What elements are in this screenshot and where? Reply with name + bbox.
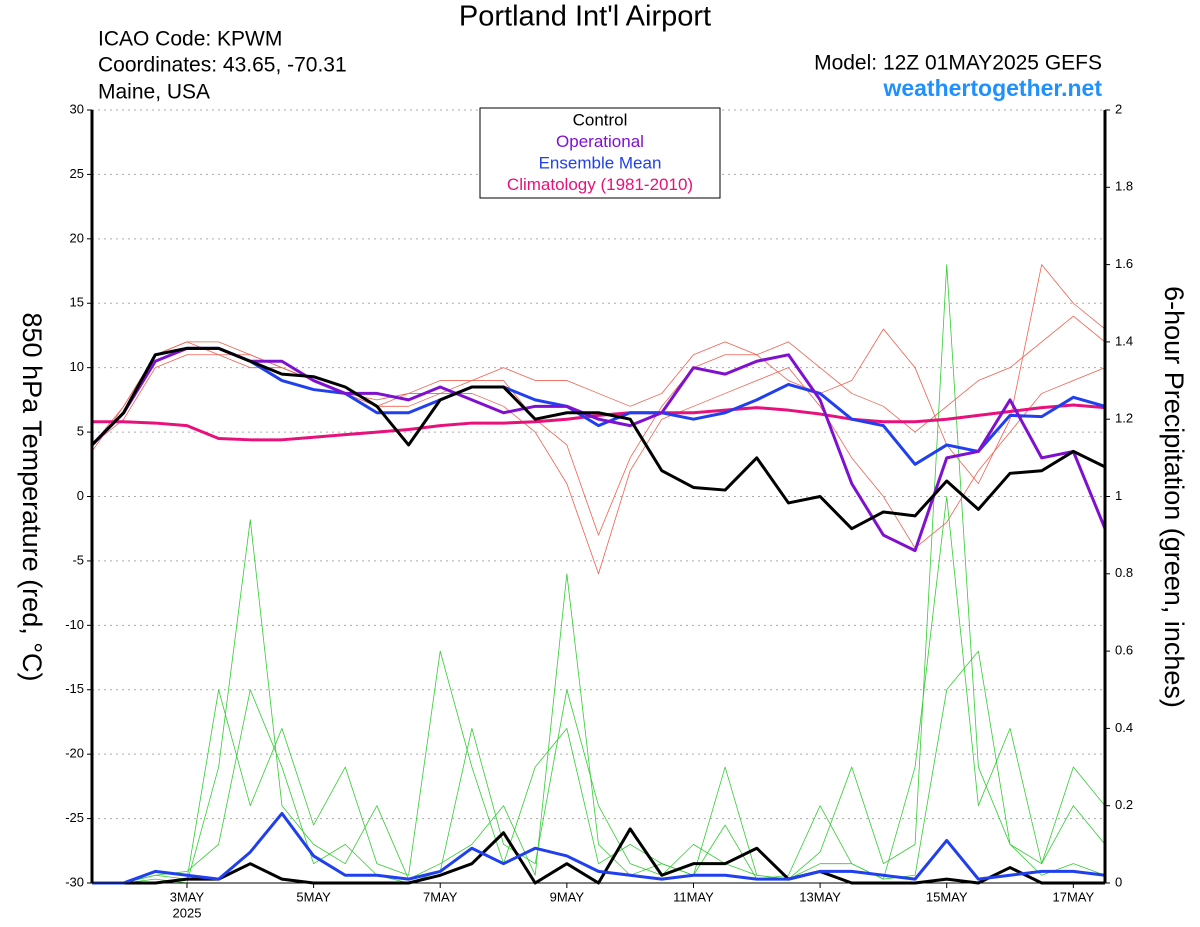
info-line: Coordinates: 43.65, -70.31 bbox=[98, 54, 347, 77]
y-tick-label: -5 bbox=[72, 552, 84, 567]
series-line bbox=[91, 264, 1106, 485]
y-tick-label: 5 bbox=[77, 424, 84, 439]
series-line bbox=[90, 346, 1106, 466]
y-tick-label: -15 bbox=[65, 681, 84, 696]
legend-entry: Climatology (1981-2010) bbox=[507, 175, 693, 194]
y-tick-label: 25 bbox=[70, 166, 84, 181]
y2-axis-label: 6-hour Precipitation (green, inches) bbox=[1159, 286, 1189, 708]
y2-tick-label: 0 bbox=[1115, 874, 1122, 889]
y2-tick-label: 1.4 bbox=[1115, 333, 1133, 348]
y-tick-label: 15 bbox=[70, 295, 84, 310]
x-tick-label: 11MAY bbox=[673, 889, 714, 904]
series-line bbox=[90, 346, 1106, 531]
y-tick-label: -20 bbox=[65, 746, 84, 761]
x-tick-label: 17MAY bbox=[1053, 889, 1095, 904]
y2-tick-label: 1.8 bbox=[1115, 179, 1133, 194]
y2-tick-label: 1.6 bbox=[1115, 256, 1133, 271]
x-tick-label: 13MAY bbox=[799, 889, 841, 904]
series-line bbox=[92, 403, 1106, 442]
legend-entry: Control bbox=[573, 110, 628, 129]
y2-tick-label: 2 bbox=[1115, 101, 1122, 116]
chart-title: Portland Int'l Airport bbox=[459, 1, 711, 33]
series-line bbox=[92, 811, 1106, 885]
series-line bbox=[92, 496, 1106, 884]
y-axis-label: 850 hPa Temperature (red, °C) bbox=[17, 313, 47, 682]
y-tick-label: 10 bbox=[70, 359, 84, 374]
y-tick-label: 20 bbox=[70, 230, 84, 245]
y2-tick-label: 0.2 bbox=[1115, 797, 1133, 812]
x-tick-label: 5MAY bbox=[296, 889, 331, 904]
year-label: 2025 bbox=[173, 905, 202, 920]
series-line bbox=[92, 264, 1106, 884]
series-line bbox=[90, 346, 1107, 553]
series-line bbox=[91, 354, 1106, 575]
legend-entry: Operational bbox=[556, 132, 644, 151]
legend-box bbox=[479, 107, 721, 199]
info-line: ICAO Code: KPWM bbox=[98, 28, 282, 51]
model-label: Model: 12Z 01MAY2025 GEFS bbox=[814, 52, 1102, 75]
x-tick-label: 7MAY bbox=[423, 889, 458, 904]
x-tick-label: 9MAY bbox=[550, 889, 585, 904]
info-line: Maine, USA bbox=[98, 81, 210, 104]
y-tick-label: 0 bbox=[77, 488, 84, 503]
y-tick-label: 30 bbox=[70, 101, 84, 116]
series-line bbox=[92, 519, 1106, 884]
y-tick-label: -30 bbox=[65, 874, 84, 889]
y-tick-label: -25 bbox=[65, 810, 84, 825]
legend-entry: Ensemble Mean bbox=[539, 153, 662, 172]
y2-tick-label: 0.8 bbox=[1115, 565, 1133, 580]
x-tick-label: 3MAY bbox=[170, 889, 205, 904]
x-tick-label: 15MAY bbox=[926, 889, 968, 904]
y2-tick-label: 0.6 bbox=[1115, 643, 1133, 658]
y2-tick-label: 1.2 bbox=[1115, 411, 1133, 426]
y2-tick-label: 1 bbox=[1115, 488, 1122, 503]
site-label: weathertogether.net bbox=[882, 75, 1102, 101]
y2-tick-label: 0.4 bbox=[1115, 720, 1133, 735]
y-tick-label: -10 bbox=[65, 617, 84, 632]
